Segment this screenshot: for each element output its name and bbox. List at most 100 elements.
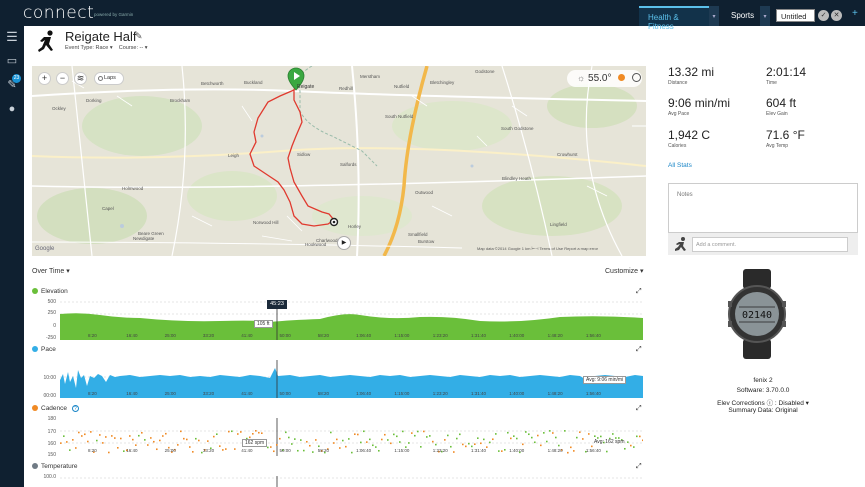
zoom-in-button[interactable]: + bbox=[38, 72, 51, 85]
cadence-point bbox=[447, 434, 449, 437]
cadence-point bbox=[582, 438, 584, 440]
xtick: 1:48:20 bbox=[547, 391, 563, 396]
map-canvas[interactable] bbox=[32, 66, 646, 256]
all-stats-link[interactable]: All Stats bbox=[668, 162, 692, 169]
cadence-point bbox=[132, 438, 134, 441]
temperature-dot-icon bbox=[32, 463, 38, 469]
cadence-point bbox=[630, 444, 632, 447]
course-dropdown[interactable]: Course: -- ▾ bbox=[118, 45, 148, 51]
add-icon[interactable]: + bbox=[852, 8, 858, 19]
cadence-point bbox=[618, 437, 620, 439]
expand-icon[interactable]: ⤢ bbox=[636, 405, 642, 412]
xtick: 16:40 bbox=[126, 448, 138, 453]
elev-corrections-dropdown[interactable]: Elev Corrections ⓘ : Disabled ▾ bbox=[717, 400, 809, 407]
expand-icon[interactable]: ⤢ bbox=[636, 463, 642, 470]
temperature-chart[interactable] bbox=[60, 476, 643, 487]
inbox-icon[interactable]: ▭ bbox=[6, 55, 18, 67]
save-icon[interactable]: ✓ bbox=[818, 10, 829, 21]
finish-marker-icon[interactable] bbox=[329, 217, 339, 227]
map-town: Nutfield bbox=[394, 84, 410, 89]
cadence-point bbox=[186, 438, 188, 441]
tab-sports[interactable]: Sports bbox=[731, 11, 755, 20]
cadence-point bbox=[420, 446, 422, 448]
map-town: Beare Green bbox=[138, 231, 164, 236]
temperature-chart-title: Temperature bbox=[32, 463, 78, 470]
tab-health-fitness[interactable]: Health & Fitness bbox=[639, 6, 709, 31]
edit-pencil-icon[interactable]: ✎ bbox=[135, 31, 143, 41]
cadence-point bbox=[606, 450, 608, 453]
cadence-point bbox=[516, 437, 518, 440]
cadence-point bbox=[468, 442, 470, 445]
start-marker-icon[interactable] bbox=[287, 67, 305, 91]
laps-label: Laps bbox=[104, 75, 116, 81]
xtick: 41:40 bbox=[241, 391, 253, 396]
health-fitness-dropdown-icon[interactable]: ▾ bbox=[709, 6, 719, 26]
xtick: 1:15:00 bbox=[394, 391, 410, 396]
stat-calories-label: Calories bbox=[668, 143, 687, 149]
map-town: South Nutfield bbox=[385, 114, 414, 119]
cadence-point bbox=[81, 435, 83, 437]
activity-name-field[interactable]: Untitled bbox=[776, 9, 815, 22]
expand-icon[interactable]: ⤢ bbox=[636, 346, 642, 353]
notes-field[interactable]: Notes bbox=[668, 183, 858, 233]
xtick: 33:20 bbox=[202, 333, 215, 338]
play-route-button[interactable]: ▶ bbox=[337, 236, 351, 250]
cadence-point bbox=[519, 451, 521, 454]
over-time-dropdown[interactable]: Over Time ▾ bbox=[32, 268, 70, 275]
cancel-icon[interactable]: ✕ bbox=[831, 10, 842, 21]
connections-icon[interactable]: ✎ bbox=[7, 79, 17, 91]
cadence-point bbox=[159, 439, 161, 442]
ytick: -250 bbox=[45, 335, 56, 341]
route-map[interactable]: Reigate Redhill Dorking Brockham Betchwo… bbox=[32, 66, 646, 256]
cadence-label: Cadence bbox=[41, 405, 68, 412]
menu-icon[interactable]: ☰ bbox=[6, 29, 18, 44]
cadence-point bbox=[492, 438, 494, 441]
xtick: 41:40 bbox=[241, 333, 253, 338]
xtick: 25:00 bbox=[164, 333, 176, 338]
comment-input[interactable]: Add a comment. bbox=[692, 237, 848, 252]
ytick: 250 bbox=[47, 310, 56, 316]
cadence-point bbox=[459, 433, 461, 436]
cadence-point bbox=[294, 438, 296, 440]
connect-logo[interactable]: connect bbox=[23, 3, 95, 23]
cadence-point bbox=[234, 448, 236, 450]
profile-icon[interactable]: ● bbox=[8, 103, 16, 115]
activity-title[interactable]: Reigate Half bbox=[65, 29, 137, 44]
xtick: 1:40:00 bbox=[509, 333, 525, 338]
hover-time-tag: 45:23 bbox=[267, 300, 287, 309]
layers-icon[interactable]: ≋ bbox=[74, 72, 87, 85]
pace-chart[interactable] bbox=[60, 360, 643, 398]
ytick: 00:00 bbox=[43, 393, 56, 399]
customize-dropdown[interactable]: Customize ▾ bbox=[605, 268, 644, 275]
clock-icon[interactable] bbox=[632, 73, 642, 82]
map-town: Sidlow bbox=[297, 152, 311, 157]
ytick: 170 bbox=[47, 429, 56, 435]
xtick: 1:56:40 bbox=[585, 448, 601, 453]
weather-info-icon[interactable] bbox=[618, 74, 626, 81]
cadence-info-icon[interactable]: ? bbox=[71, 405, 79, 412]
stat-pace-label: Avg Pace bbox=[668, 111, 690, 117]
map-attribution[interactable]: Map data ©2014 Google 1 km ⊢⊣ Terms of U… bbox=[477, 246, 599, 251]
ytick: 100.0 bbox=[43, 474, 56, 480]
cadence-point bbox=[105, 436, 107, 438]
zoom-out-button[interactable]: − bbox=[56, 72, 69, 85]
pace-label: Pace bbox=[41, 346, 56, 353]
cadence-chart[interactable] bbox=[60, 418, 643, 456]
cadence-point bbox=[231, 430, 233, 433]
weather-widget[interactable]: ☼ 55.0° bbox=[567, 70, 642, 87]
cadence-point bbox=[453, 451, 455, 453]
cadence-point bbox=[342, 439, 344, 442]
cadence-point bbox=[285, 431, 287, 434]
cadence-point bbox=[609, 437, 611, 440]
pace-chart-title: Pace bbox=[32, 346, 56, 353]
cadence-point bbox=[156, 448, 158, 451]
cadence-point bbox=[117, 447, 119, 449]
cadence-point bbox=[207, 440, 209, 442]
expand-icon[interactable]: ⤢ bbox=[636, 288, 642, 295]
sports-dropdown-icon[interactable]: ▾ bbox=[760, 6, 770, 26]
cadence-point bbox=[603, 441, 605, 444]
laps-checkbox-icon[interactable] bbox=[98, 76, 103, 81]
laps-toggle[interactable]: Laps bbox=[94, 72, 124, 85]
xtick: 16:40 bbox=[126, 333, 138, 338]
event-type-dropdown[interactable]: Event Type: Race ▾ bbox=[65, 45, 113, 51]
